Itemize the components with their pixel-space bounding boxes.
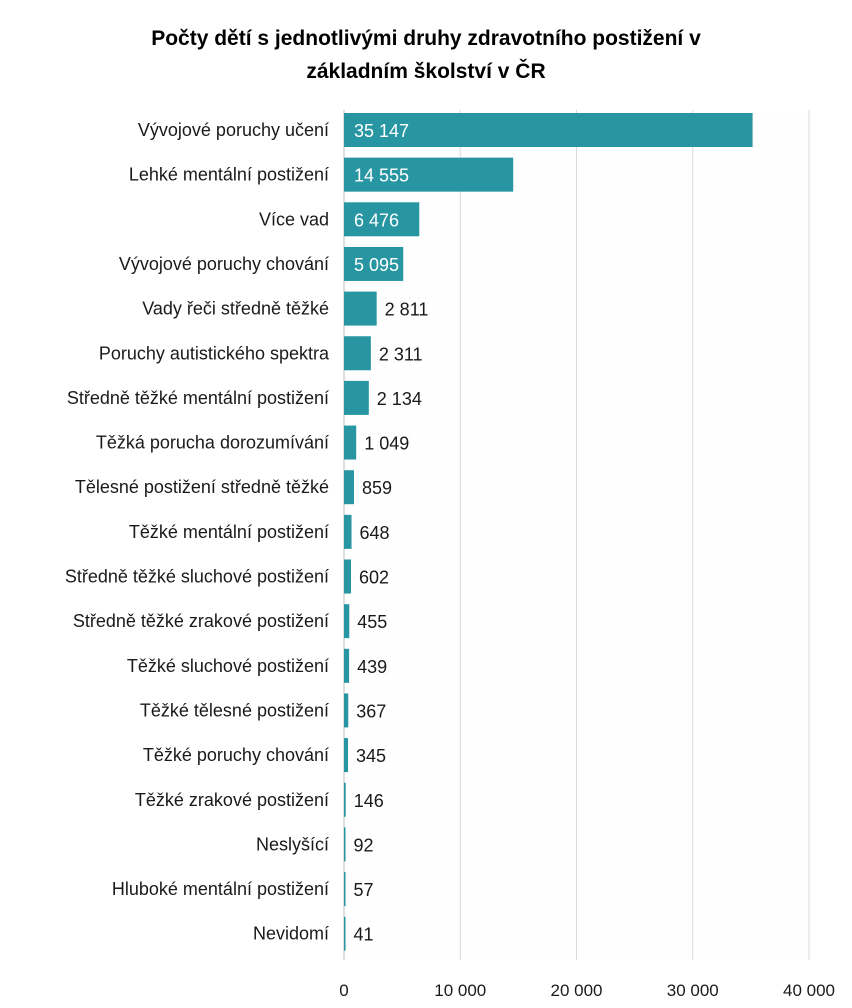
category-label: Hluboké mentální postižení bbox=[112, 879, 329, 899]
category-label: Středně těžké mentální postižení bbox=[67, 388, 329, 408]
category-label: Vývojové poruchy učení bbox=[138, 120, 329, 140]
value-label: 439 bbox=[357, 657, 387, 677]
value-label: 6 476 bbox=[354, 210, 399, 230]
bar bbox=[344, 559, 351, 594]
bar bbox=[344, 872, 346, 907]
value-label: 35 147 bbox=[354, 121, 409, 141]
bar bbox=[344, 514, 352, 549]
category-label: Těžké zrakové postižení bbox=[135, 790, 329, 810]
category-label: Těžké poruchy chování bbox=[143, 745, 329, 765]
bar bbox=[344, 827, 346, 862]
category-label: Poruchy autistického spektra bbox=[99, 343, 330, 363]
x-tick-label: 40 000 bbox=[783, 981, 835, 1000]
value-label: 2 134 bbox=[377, 389, 422, 409]
value-label: 1 049 bbox=[364, 434, 409, 454]
value-label: 367 bbox=[356, 701, 386, 721]
value-label: 92 bbox=[354, 835, 374, 855]
value-label: 14 555 bbox=[354, 166, 409, 186]
bar bbox=[344, 380, 369, 415]
bar bbox=[344, 693, 349, 728]
category-label: Těžké tělesné postižení bbox=[140, 700, 329, 720]
bars bbox=[344, 113, 753, 951]
bar bbox=[344, 648, 350, 683]
value-label: 57 bbox=[354, 880, 374, 900]
value-label: 345 bbox=[356, 746, 386, 766]
bar bbox=[344, 604, 350, 639]
category-label: Středně těžké sluchové postižení bbox=[65, 567, 329, 587]
value-labels: 35 147 14 555 6 476 5 095 2 811 2 311 2 134 1 0… bbox=[354, 121, 429, 945]
x-tick-label: 0 bbox=[339, 981, 348, 1000]
category-label: Neslyšící bbox=[256, 834, 329, 854]
category-label: Lehké mentální postižení bbox=[129, 165, 329, 185]
category-label: Těžké sluchové postižení bbox=[127, 656, 329, 676]
bar bbox=[344, 916, 346, 951]
category-labels: Vývojové poruchy učení Lehké mentální pos… bbox=[65, 120, 330, 944]
value-label: 602 bbox=[359, 568, 389, 588]
bar bbox=[344, 246, 404, 281]
bar bbox=[344, 202, 420, 237]
bar bbox=[344, 782, 346, 817]
value-label: 2 811 bbox=[385, 300, 429, 320]
value-label: 41 bbox=[354, 925, 374, 945]
value-label: 146 bbox=[354, 791, 384, 811]
category-label: Vady řeči středně těžké bbox=[142, 299, 329, 319]
bar bbox=[344, 738, 349, 773]
category-label: Středně těžké zrakové postižení bbox=[73, 611, 329, 631]
value-label: 5 095 bbox=[354, 255, 399, 275]
value-label: 859 bbox=[362, 478, 392, 498]
category-label: Více vad bbox=[259, 209, 329, 229]
bar bbox=[344, 425, 357, 460]
value-label: 455 bbox=[357, 612, 387, 632]
bar bbox=[344, 291, 377, 326]
bar bbox=[344, 157, 514, 192]
bar bbox=[344, 470, 354, 505]
chart-title-line-1: Počty dětí s jednotlivými druhy zdravotn… bbox=[151, 27, 701, 50]
category-label: Tělesné postižení středně těžké bbox=[75, 477, 329, 497]
category-label: Těžké mentální postižení bbox=[129, 522, 329, 542]
x-tick-label: 30 000 bbox=[667, 981, 719, 1000]
category-label: Nevidomí bbox=[253, 924, 329, 944]
x-axis-ticks: 0 10 000 20 000 30 000 40 000 bbox=[339, 981, 835, 1000]
bar bbox=[344, 113, 753, 147]
bar bbox=[344, 336, 371, 371]
x-tick-label: 20 000 bbox=[551, 981, 603, 1000]
value-label: 2 311 bbox=[379, 344, 423, 364]
value-label: 648 bbox=[360, 523, 390, 543]
category-label: Vývojové poruchy chování bbox=[119, 254, 329, 274]
chart-title: Počty dětí s jednotlivými druhy zdravotn… bbox=[0, 22, 852, 88]
chart-title-line-2: základním školství v ČR bbox=[306, 60, 546, 83]
x-tick-label: 10 000 bbox=[434, 981, 486, 1000]
category-label: Těžká porucha dorozumívání bbox=[96, 433, 329, 453]
